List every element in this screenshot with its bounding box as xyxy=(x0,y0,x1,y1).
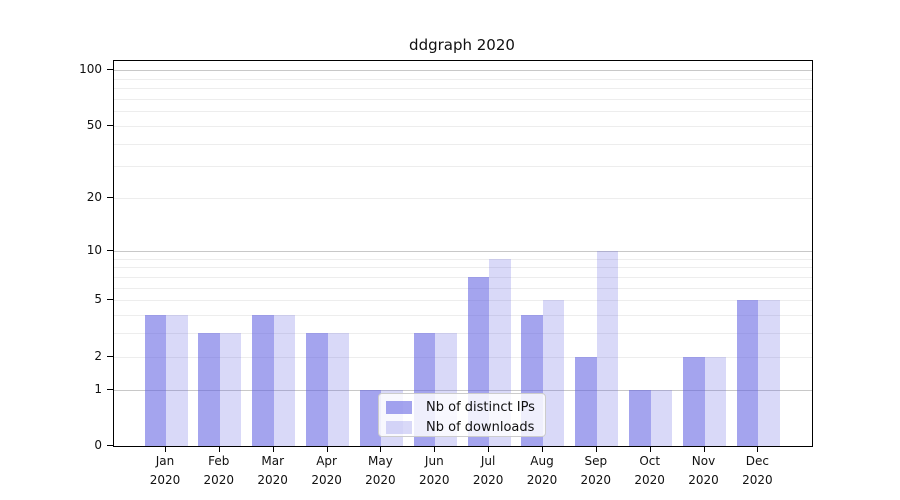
y-tick-label-0: 0 xyxy=(94,438,102,452)
bar-jan-downloads xyxy=(166,314,188,446)
x-tick-label-jun: Jun 2020 xyxy=(419,454,450,487)
x-tick-jun xyxy=(434,446,436,452)
minor-gridline-8 xyxy=(114,267,812,269)
minor-gridline-50 xyxy=(114,125,812,127)
x-tick-feb xyxy=(218,446,220,452)
y-tick-50 xyxy=(107,124,113,126)
x-tick-nov xyxy=(703,446,705,452)
y-tick-10 xyxy=(107,249,113,251)
bar-oct-downloads xyxy=(650,389,673,446)
x-tick-label-mar: Mar 2020 xyxy=(257,454,288,487)
x-tick-label-may: May 2020 xyxy=(365,454,396,487)
legend-swatch-distinct-ips xyxy=(386,401,412,414)
x-tick-sep xyxy=(595,446,597,452)
plot-area: Nb of distinct IPs Nb of downloads xyxy=(113,60,813,447)
minor-gridline-20 xyxy=(114,198,812,200)
x-tick-label-jul: Jul 2020 xyxy=(472,454,504,487)
x-tick-jul xyxy=(488,446,490,452)
minor-gridline-2 xyxy=(114,356,812,358)
bar-may-ips xyxy=(359,389,382,446)
legend: Nb of distinct IPs Nb of downloads xyxy=(378,393,546,437)
legend-swatch-downloads xyxy=(386,421,412,434)
minor-gridline-90 xyxy=(114,78,812,80)
y-tick-20 xyxy=(107,197,113,199)
y-tick-label-10: 10 xyxy=(86,242,102,257)
bar-mar-ips xyxy=(252,314,274,446)
bar-sep-ips xyxy=(575,356,597,446)
minor-gridline-3 xyxy=(114,333,812,335)
minor-gridline-40 xyxy=(114,143,812,145)
y-tick-label-5: 5 xyxy=(94,292,102,307)
bar-apr-ips xyxy=(306,333,328,446)
bar-mar-downloads xyxy=(273,314,296,446)
bar-dec-downloads xyxy=(758,300,780,446)
x-tick-mar xyxy=(272,446,274,452)
y-tick-label-2: 2 xyxy=(94,348,102,363)
y-tick-5 xyxy=(107,299,113,301)
y-tick-label-100: 100 xyxy=(79,62,102,77)
x-tick-dec xyxy=(757,446,759,452)
x-tick-label-aug: Aug 2020 xyxy=(526,454,558,487)
y-tick-1 xyxy=(107,388,113,390)
y-tick-2 xyxy=(107,355,113,357)
minor-gridline-5 xyxy=(114,300,812,302)
bar-nov-downloads xyxy=(704,356,726,446)
legend-label-distinct-ips: Nb of distinct IPs xyxy=(426,400,535,415)
bar-oct-ips xyxy=(629,389,651,446)
y-tick-label-20: 20 xyxy=(86,190,102,205)
x-tick-label-jan: Jan 2020 xyxy=(149,454,181,487)
bar-jan-ips xyxy=(144,314,166,446)
bar-feb-ips xyxy=(198,333,220,446)
major-gridline-1 xyxy=(114,389,812,391)
legend-row: Nb of downloads xyxy=(386,419,545,436)
minor-gridline-7 xyxy=(114,276,812,278)
x-tick-oct xyxy=(649,446,651,452)
x-tick-jan xyxy=(165,446,166,452)
y-tick-0 xyxy=(107,445,113,446)
y-tick-label-50: 50 xyxy=(86,117,102,132)
x-tick-label-nov: Nov 2020 xyxy=(688,454,719,487)
bar-sep-downloads xyxy=(596,250,619,446)
major-gridline-100 xyxy=(114,70,812,72)
chart-title: ddgraph 2020 xyxy=(409,36,515,54)
x-tick-apr xyxy=(326,446,328,452)
y-tick-label-1: 1 xyxy=(94,381,102,396)
x-tick-label-feb: Feb 2020 xyxy=(203,454,235,487)
minor-gridline-30 xyxy=(114,166,812,168)
bar-feb-downloads xyxy=(219,333,242,446)
legend-row: Nb of distinct IPs xyxy=(386,399,545,416)
minor-gridline-80 xyxy=(114,88,812,90)
x-tick-label-oct: Oct 2020 xyxy=(634,454,665,487)
minor-gridline-70 xyxy=(114,98,812,100)
bar-aug-downloads xyxy=(542,300,565,446)
bar-apr-downloads xyxy=(327,333,350,446)
minor-gridline-6 xyxy=(114,287,812,289)
x-tick-may xyxy=(380,446,382,452)
minor-gridline-9 xyxy=(114,258,812,260)
y-tick-100 xyxy=(107,69,113,71)
minor-gridline-4 xyxy=(114,314,812,316)
minor-gridline-60 xyxy=(114,111,812,113)
legend-label-downloads: Nb of downloads xyxy=(426,420,535,435)
x-tick-aug xyxy=(542,446,543,452)
x-tick-label-dec: Dec 2020 xyxy=(742,454,773,487)
major-gridline-10 xyxy=(114,250,812,252)
bar-nov-ips xyxy=(683,356,705,446)
x-tick-label-apr: Apr 2020 xyxy=(311,454,342,487)
bar-dec-ips xyxy=(736,300,759,446)
x-tick-label-sep: Sep 2020 xyxy=(580,454,612,487)
